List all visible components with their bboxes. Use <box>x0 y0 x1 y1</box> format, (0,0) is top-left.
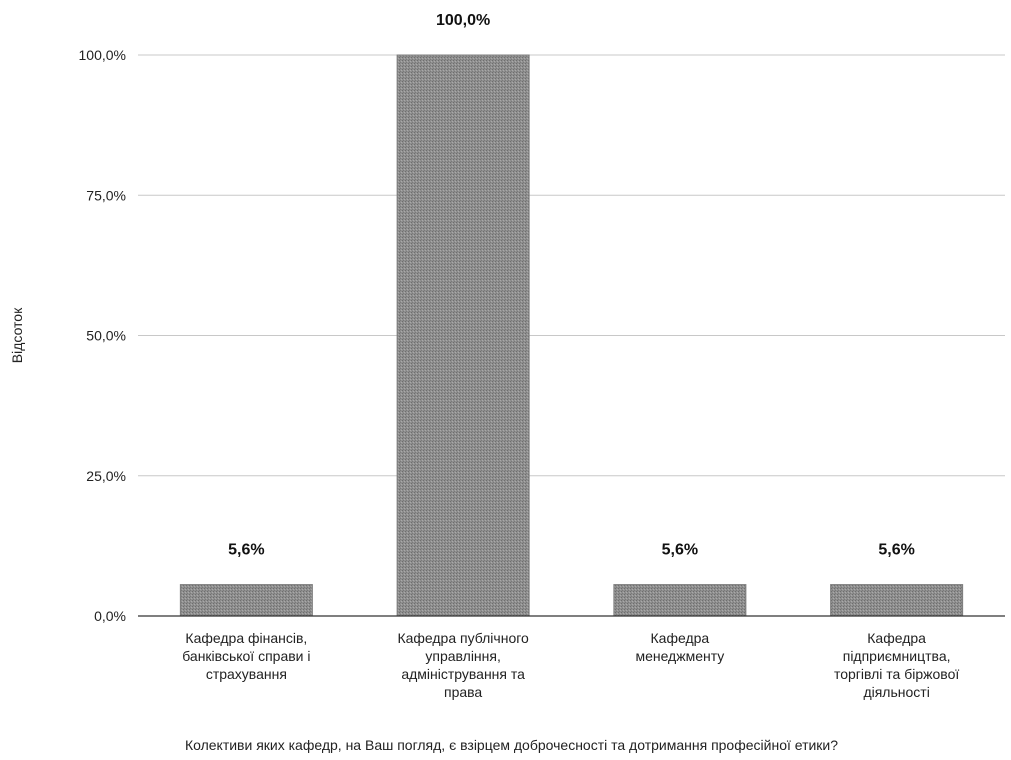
category-label-line: торгівлі та біржової <box>834 666 959 682</box>
bar <box>613 584 747 617</box>
bar <box>179 584 313 617</box>
y-axis-title: Відсоток <box>9 307 25 363</box>
gridlines <box>138 54 1005 477</box>
y-axis-ticks: 0,0% 25,0% 50,0% 75,0% 100,0% <box>79 47 126 624</box>
bar-value-label: 5,6% <box>662 542 698 559</box>
category-label-line: діяльності <box>863 684 929 700</box>
category-label-line: підприємництва, <box>843 648 951 664</box>
y-tick-label: 0,0% <box>94 608 126 624</box>
category-label-line: Кафедра публічного <box>397 630 529 646</box>
bar-value-label: 5,6% <box>878 542 914 559</box>
category-label-line: права <box>444 684 482 700</box>
category-label: Кафедра фінансів, банківської справи і стр… <box>182 630 310 682</box>
category-label-line: Кафедра <box>651 630 710 646</box>
bar-value-label: 5,6% <box>228 542 264 559</box>
category-label-line: банківської справи і <box>182 648 310 664</box>
category-label: Кафедра менеджменту <box>635 630 724 664</box>
category-label-line: Кафедра фінансів, <box>185 630 307 646</box>
x-axis-categories: Кафедра фінансів, банківської справи і стр… <box>182 630 959 700</box>
y-tick-label: 25,0% <box>86 468 126 484</box>
y-tick-label: 50,0% <box>86 328 126 344</box>
bar <box>830 584 964 617</box>
category-label: Кафедра публічного управління, адмініструв… <box>397 630 529 700</box>
category-label: Кафедра підприємництва, торгівлі та біржов… <box>834 630 959 700</box>
category-label-line: управління, <box>425 648 500 664</box>
category-label-line: менеджменту <box>635 648 724 664</box>
category-label-line: страхування <box>206 666 287 682</box>
bar <box>396 54 530 617</box>
y-tick-label: 100,0% <box>79 47 126 63</box>
category-label-line: Кафедра <box>867 630 926 646</box>
y-tick-label: 75,0% <box>86 187 126 203</box>
data-labels: 5,6% 100,0% 5,6% 5,6% <box>228 12 915 559</box>
x-axis-title: Колективи яких кафедр, на Ваш погляд, є … <box>185 737 838 753</box>
category-label-line: адміністрування та <box>401 666 525 682</box>
bar-value-label: 100,0% <box>436 12 490 29</box>
